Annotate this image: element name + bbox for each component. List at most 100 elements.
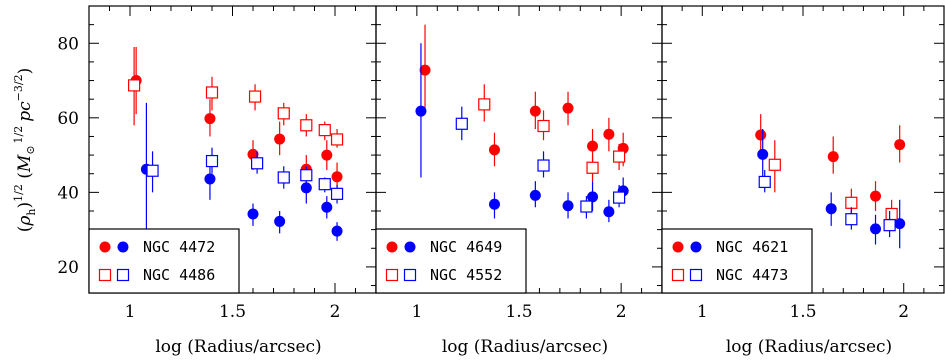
data-point <box>885 207 898 221</box>
legend-label: NGC 4552 <box>430 266 502 284</box>
panel-1: 1 1.5 2 20 40 60 80 log (Radius/arcsec) NGC 4472… <box>57 5 377 357</box>
legend-box <box>661 228 813 294</box>
x-axis-label: log (Radius/arcsec) <box>442 337 608 357</box>
y-tick-label: 40 <box>57 183 79 203</box>
series-1 <box>419 24 629 167</box>
y-tick-label: 80 <box>57 34 79 54</box>
y-label-unit-pc: pc <box>15 101 35 122</box>
series-4 <box>758 170 896 238</box>
legend-label: NGC 4649 <box>430 238 502 256</box>
legend-marker <box>98 268 112 282</box>
data-point <box>277 107 290 120</box>
y-tick-label: 20 <box>57 258 79 278</box>
data-point <box>321 149 333 161</box>
data-point <box>870 190 882 202</box>
data-point <box>757 148 769 160</box>
x-axis-label: log (Radius/arcsec) <box>726 337 892 357</box>
panel-3: 1 1.5 2 log (Radius/arcsec) NGC 4621 NGC 4473 <box>661 5 945 357</box>
y-label-unit-pc-exp: −3/2 <box>12 74 25 101</box>
x-tick-label: 1 <box>125 302 136 322</box>
data-point <box>455 117 468 130</box>
x-tick-label: 2 <box>330 302 341 322</box>
data-point <box>318 124 331 137</box>
data-point <box>205 86 219 99</box>
panels: 1 1.5 2 20 40 60 80 log (Radius/arcsec) NGC 4472… <box>57 5 945 357</box>
legend-marker <box>116 268 130 282</box>
data-point <box>870 223 882 235</box>
y-label-unit-m-exp: 1/2 <box>12 126 25 144</box>
legend-marker <box>404 241 416 253</box>
data-point <box>603 206 615 218</box>
data-point <box>419 64 431 76</box>
y-label-unit-sun: ⊙ <box>24 145 37 154</box>
y-label-unit-m: M <box>15 154 35 173</box>
legend-marker <box>671 268 685 282</box>
data-point <box>277 171 290 184</box>
series-4 <box>146 147 344 204</box>
data-point <box>318 178 331 191</box>
data-point <box>205 154 219 168</box>
data-point <box>768 158 781 171</box>
data-point <box>146 164 159 177</box>
legend-marker <box>99 241 111 253</box>
series-3 <box>128 47 344 148</box>
data-point <box>330 133 344 146</box>
data-point <box>845 213 858 226</box>
data-point <box>894 218 906 230</box>
series-4 <box>455 106 626 219</box>
legend-marker <box>117 241 129 253</box>
data-point <box>330 187 344 200</box>
series-2 <box>140 102 343 241</box>
data-point <box>300 182 312 194</box>
data-point <box>845 196 858 209</box>
data-point <box>758 175 771 189</box>
data-point <box>248 90 262 103</box>
data-point <box>247 208 259 220</box>
data-point <box>562 200 574 212</box>
panel-2: 1 1.5 2 log (Radius/arcsec) NGC 4649 NGC 4552 <box>375 5 663 357</box>
data-point <box>587 140 599 152</box>
data-point <box>247 148 259 160</box>
data-point <box>612 191 626 204</box>
legend-label: NGC 4486 <box>143 266 215 284</box>
data-point <box>204 113 216 125</box>
data-point <box>415 105 427 117</box>
data-point <box>300 169 313 182</box>
data-point <box>612 150 626 163</box>
data-point <box>300 119 313 132</box>
y-tick-label: 60 <box>57 109 79 129</box>
legend-box <box>375 228 527 294</box>
legend-marker <box>672 241 684 253</box>
data-point <box>562 102 574 114</box>
data-point <box>478 98 491 111</box>
data-point <box>529 105 541 117</box>
y-axis-label: (ρh)1/2 (M⊙1/2pc−3/2) <box>12 68 38 232</box>
data-point <box>128 79 141 92</box>
series-2 <box>415 43 629 223</box>
legend-marker <box>385 268 399 282</box>
data-point <box>883 219 896 232</box>
legend-label: NGC 4621 <box>716 238 788 256</box>
x-tick-label: 2 <box>616 302 627 322</box>
data-point <box>321 201 333 213</box>
data-point <box>537 159 550 172</box>
x-tick-label: 2 <box>898 302 909 322</box>
x-tick-label: 1.5 <box>789 302 816 322</box>
data-point <box>251 157 264 170</box>
series-3 <box>478 84 626 182</box>
legend-marker <box>386 241 398 253</box>
data-point <box>580 200 593 213</box>
data-point <box>587 191 599 203</box>
y-label-exp: 1/2 <box>12 184 25 202</box>
data-point <box>274 133 286 145</box>
legend-box <box>88 228 240 294</box>
data-point <box>603 128 615 140</box>
data-point <box>274 215 286 227</box>
data-point <box>488 144 500 156</box>
data-point <box>331 225 343 237</box>
series-2 <box>757 129 906 249</box>
data-point <box>529 189 541 201</box>
x-axis-label: log (Radius/arcsec) <box>155 337 321 357</box>
x-tick-label: 1.5 <box>505 302 532 322</box>
